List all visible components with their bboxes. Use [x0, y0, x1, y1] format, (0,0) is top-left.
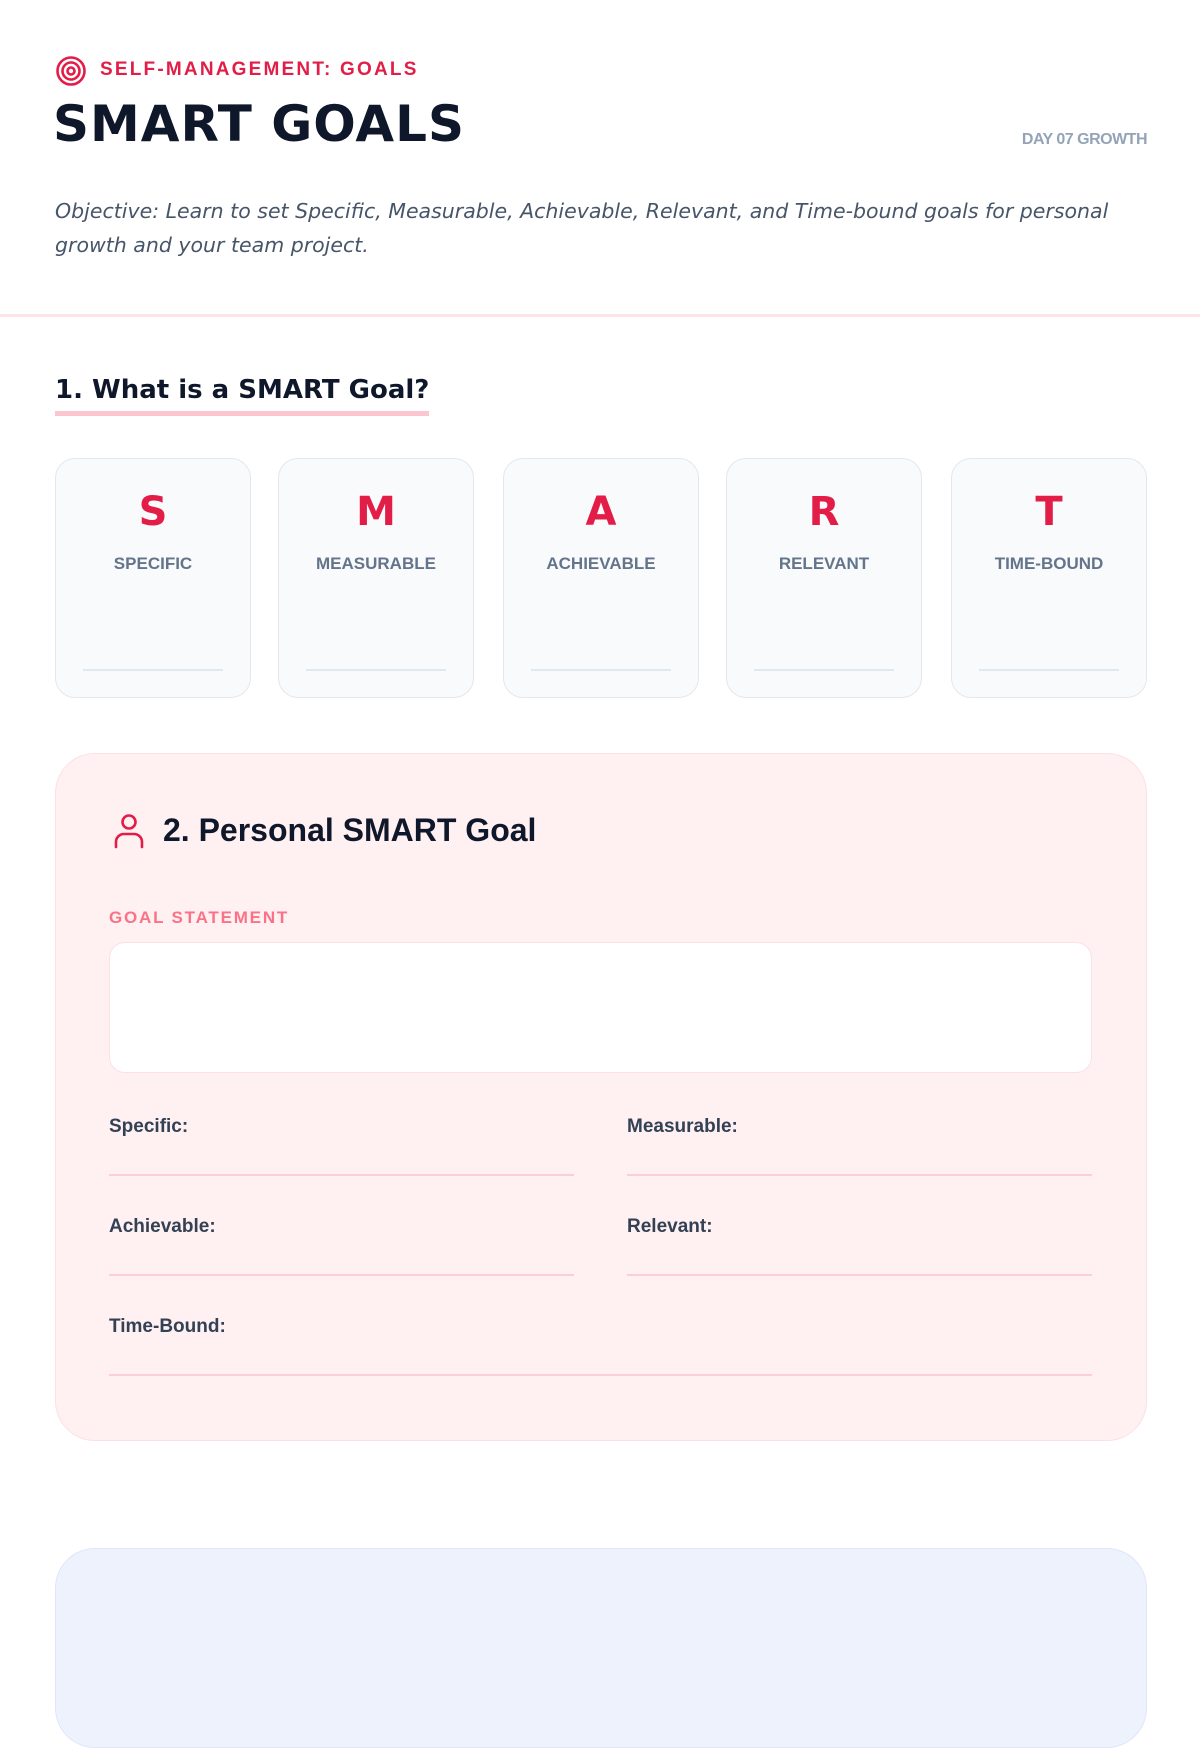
relevant-field[interactable]: Relevant: — [627, 1216, 1092, 1296]
field-line[interactable] — [627, 1174, 1092, 1176]
smart-card-relevant: R RELEVANT — [726, 458, 922, 698]
card-label: MEASURABLE — [316, 554, 436, 573]
day-tag: DAY 07 GROWTH — [1021, 131, 1148, 148]
achievable-field[interactable]: Achievable: — [109, 1216, 574, 1296]
card-label: TIME-BOUND — [994, 554, 1104, 573]
smart-card-time-bound: T TIME-BOUND — [951, 458, 1147, 698]
next-section-panel — [55, 1548, 1147, 1748]
card-letter: A — [585, 489, 617, 535]
personal-goal-panel — [55, 753, 1147, 1441]
page-title: SMART GOALS — [53, 95, 466, 153]
objective-text: Objective: Learn to set Specific, Measur… — [55, 199, 1109, 257]
user-icon — [114, 814, 144, 849]
target-icon — [56, 56, 86, 86]
section-2-heading: 2. Personal SMART Goal — [163, 812, 537, 848]
goal-statement-label: GOAL STATEMENT — [109, 908, 290, 927]
smart-card-measurable: M MEASURABLE — [278, 458, 474, 698]
specific-field[interactable]: Specific: — [109, 1116, 574, 1196]
card-writing-line — [531, 669, 671, 671]
card-label: ACHIEVABLE — [546, 554, 656, 573]
field-label: Measurable: — [627, 1116, 738, 1137]
section-1-heading: 1. What is a SMART Goal? — [55, 375, 430, 416]
card-writing-line — [979, 669, 1119, 671]
smart-card-achievable: A ACHIEVABLE — [503, 458, 699, 698]
field-label: Time-Bound: — [109, 1316, 226, 1337]
smart-card-specific: S SPECIFIC — [55, 458, 251, 698]
goal-statement-input[interactable] — [109, 942, 1092, 1073]
card-writing-line — [306, 669, 446, 671]
card-writing-line — [83, 669, 223, 671]
field-label: Relevant: — [627, 1216, 713, 1237]
card-letter: R — [808, 489, 840, 535]
field-line[interactable] — [109, 1174, 574, 1176]
field-label: Specific: — [109, 1116, 189, 1137]
card-letter: T — [1035, 489, 1063, 535]
card-writing-line — [754, 669, 894, 671]
field-line[interactable] — [109, 1374, 1092, 1376]
field-label: Achievable: — [109, 1216, 216, 1237]
field-line[interactable] — [109, 1274, 574, 1276]
card-label: RELEVANT — [778, 554, 870, 573]
measurable-field[interactable]: Measurable: — [627, 1116, 1092, 1196]
eyebrow-label: SELF-MANAGEMENT: GOALS — [100, 59, 419, 80]
header-divider — [0, 314, 1200, 317]
field-line[interactable] — [627, 1274, 1092, 1276]
card-letter: S — [138, 489, 168, 535]
card-label: SPECIFIC — [113, 554, 193, 573]
card-letter: M — [356, 489, 396, 535]
time-bound-field[interactable]: Time-Bound: — [109, 1316, 1092, 1396]
